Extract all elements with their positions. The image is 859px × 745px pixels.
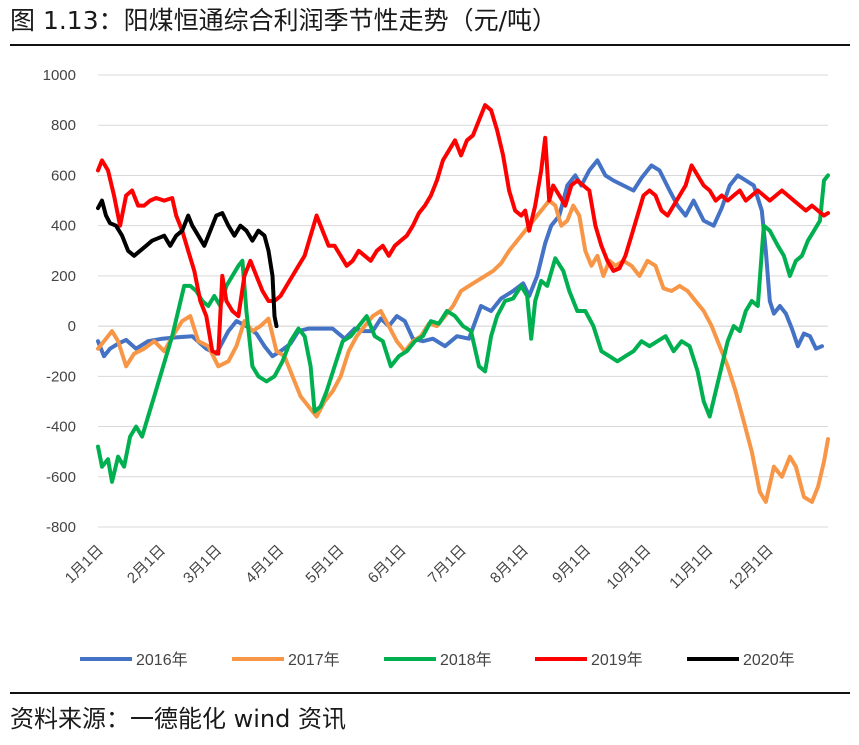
legend-item-4: 2020年 [687, 651, 795, 669]
gridlines [98, 74, 828, 528]
legend-label: 2020年 [743, 651, 795, 669]
legend-label: 2019年 [591, 651, 643, 669]
legend-item-1: 2017年 [232, 651, 340, 669]
y-tick-label: -200 [46, 368, 76, 385]
x-tick-label: 9月1日 [549, 542, 594, 587]
y-tick-label: 400 [51, 218, 76, 235]
legend-label: 2018年 [440, 651, 492, 669]
x-tick-label: 6月1日 [365, 542, 410, 587]
footer-divider [10, 692, 850, 694]
x-tick-label: 2月1日 [124, 542, 169, 587]
y-tick-label: -600 [46, 469, 76, 486]
title-divider [10, 44, 850, 46]
x-tick-label: 11月1日 [666, 542, 716, 592]
x-tick-label: 8月1日 [487, 542, 532, 587]
y-tick-label: -400 [46, 419, 76, 436]
series-lines [96, 103, 830, 504]
y-tick-label: 600 [51, 167, 76, 184]
legend-item-2: 2018年 [384, 651, 492, 669]
source-note: 资料来源：一德能化 wind 资讯 [10, 705, 346, 733]
legend-item-3: 2019年 [535, 651, 643, 669]
series-line-4 [96, 198, 279, 329]
x-tick-label: 10月1日 [603, 542, 654, 593]
x-tick-label: 4月1日 [242, 542, 287, 587]
series-line-3 [96, 103, 830, 356]
chart-title: 图 1.13：阳煤恒通综合利润季节性走势（元/吨） [10, 6, 558, 35]
x-tick-label: 5月1日 [302, 542, 347, 587]
x-tick-label: 7月1日 [425, 542, 470, 587]
y-axis-ticks: -800 -600 -400 -200 0 200 400 600 800 1000 [43, 67, 76, 536]
x-tick-label: 3月1日 [180, 542, 225, 587]
y-tick-label: 1000 [43, 67, 76, 84]
line-chart: -800 -600 -400 -200 0 200 400 600 800 1000 1月1日 2月… [43, 67, 830, 669]
y-tick-label: 200 [51, 268, 76, 285]
legend: 2016年 2017年 2018年 2019年 2020年 [80, 651, 795, 669]
x-axis-ticks: 1月1日 2月1日 3月1日 4月1日 5月1日 6月1日 7月1日 8月1日 9月1日 10月1… [62, 542, 777, 593]
series-line-1 [96, 198, 830, 504]
x-tick-label: 12月1日 [726, 542, 777, 593]
y-tick-label: -800 [46, 519, 76, 536]
series-line-2 [96, 173, 830, 484]
x-tick-label: 1月1日 [62, 542, 107, 587]
legend-label: 2017年 [288, 651, 340, 669]
y-tick-label: 0 [68, 318, 76, 335]
legend-item-0: 2016年 [80, 651, 188, 669]
y-tick-label: 800 [51, 117, 76, 134]
legend-label: 2016年 [136, 651, 188, 669]
